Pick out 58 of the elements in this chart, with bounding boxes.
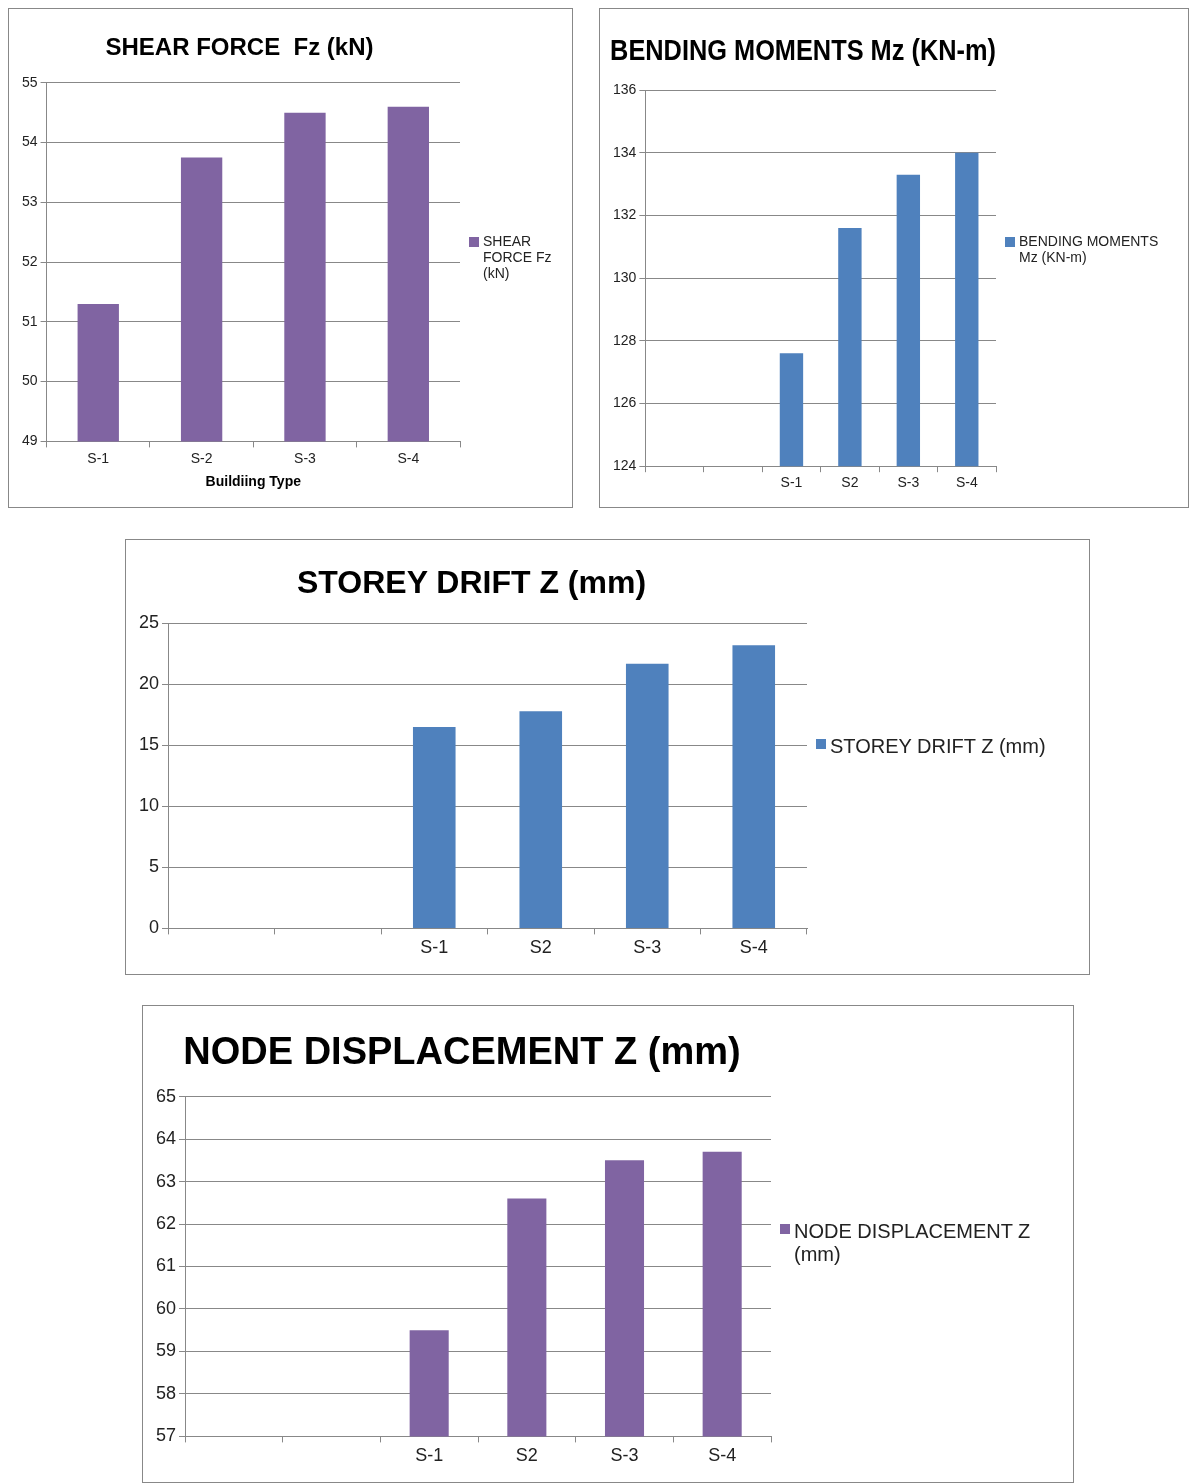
y-tick-label: 59 — [155, 1340, 177, 1361]
y-tick-label: 25 — [138, 612, 160, 633]
legend-label: NODE DISPLACEMENT Z (mm) — [794, 1220, 1032, 1267]
y-tick-label: 20 — [138, 673, 160, 694]
chart-title: SHEAR FORCE Fz (kN) — [105, 33, 374, 61]
x-tick-label: S-3 — [610, 1445, 639, 1466]
y-tick-label: 53 — [21, 193, 38, 210]
y-tick-label: 136 — [613, 80, 637, 97]
x-tick-label: S-4 — [739, 937, 768, 958]
x-tick-label: S-1 — [87, 449, 110, 466]
y-tick-label: 5 — [149, 856, 160, 877]
bar — [412, 727, 456, 928]
x-tick-label: S2 — [529, 937, 552, 958]
y-tick-label: 52 — [21, 252, 38, 269]
x-axis-title: Buildiing Type — [205, 473, 302, 490]
y-tick-label: 130 — [613, 268, 637, 285]
y-tick-label: 124 — [613, 457, 637, 474]
x-tick-label: S-3 — [294, 449, 317, 466]
x-tick-label: S-4 — [397, 449, 420, 466]
y-tick-label: 15 — [138, 734, 160, 755]
y-tick-label: 54 — [21, 133, 38, 150]
x-tick-label: S-4 — [708, 1445, 737, 1466]
y-tick-label: 50 — [21, 372, 38, 389]
y-tick-label: 60 — [155, 1297, 177, 1318]
y-tick-label: 63 — [155, 1170, 177, 1191]
x-tick-label: S-3 — [633, 937, 662, 958]
y-tick-label: 128 — [613, 331, 637, 348]
bar — [519, 711, 563, 928]
bar — [625, 663, 669, 928]
x-tick-label: S-1 — [420, 937, 449, 958]
y-tick-label: 10 — [138, 795, 160, 816]
y-tick-label: 49 — [21, 432, 38, 449]
y-tick-label: 126 — [613, 394, 637, 411]
x-tick-label: S-4 — [955, 474, 978, 491]
y-tick-label: 65 — [155, 1085, 177, 1106]
y-tick-label: 51 — [21, 312, 38, 329]
y-tick-label: 61 — [155, 1255, 177, 1276]
legend-label: BENDING MOMENTS Mz (KN-m) — [1019, 233, 1160, 266]
x-tick-label: S2 — [841, 474, 859, 491]
y-tick-label: 62 — [155, 1212, 177, 1233]
y-tick-label: 55 — [21, 73, 38, 90]
y-tick-label: 64 — [155, 1128, 177, 1149]
x-tick-label: S-1 — [780, 474, 803, 491]
chart-title: BENDING MOMENTS Mz (KN-m) — [610, 33, 996, 67]
y-tick-label: 58 — [155, 1382, 177, 1403]
y-tick-label: 0 — [149, 917, 160, 938]
y-tick-label: 57 — [155, 1425, 177, 1446]
x-tick-label: S-2 — [190, 449, 213, 466]
x-tick-label: S-3 — [897, 474, 920, 491]
legend-label: SHEAR FORCE Fz (kN) — [483, 233, 553, 282]
chart-title: NODE DISPLACEMENT Z (mm) — [183, 1030, 741, 1073]
y-tick-label: 134 — [613, 143, 637, 160]
x-tick-label: S-1 — [415, 1445, 444, 1466]
x-tick-label: S2 — [515, 1445, 538, 1466]
y-tick-label: 132 — [613, 206, 637, 223]
chart-title: STOREY DRIFT Z (mm) — [296, 564, 647, 601]
legend-label: STOREY DRIFT Z (mm) — [830, 735, 1046, 759]
bar — [732, 645, 776, 928]
